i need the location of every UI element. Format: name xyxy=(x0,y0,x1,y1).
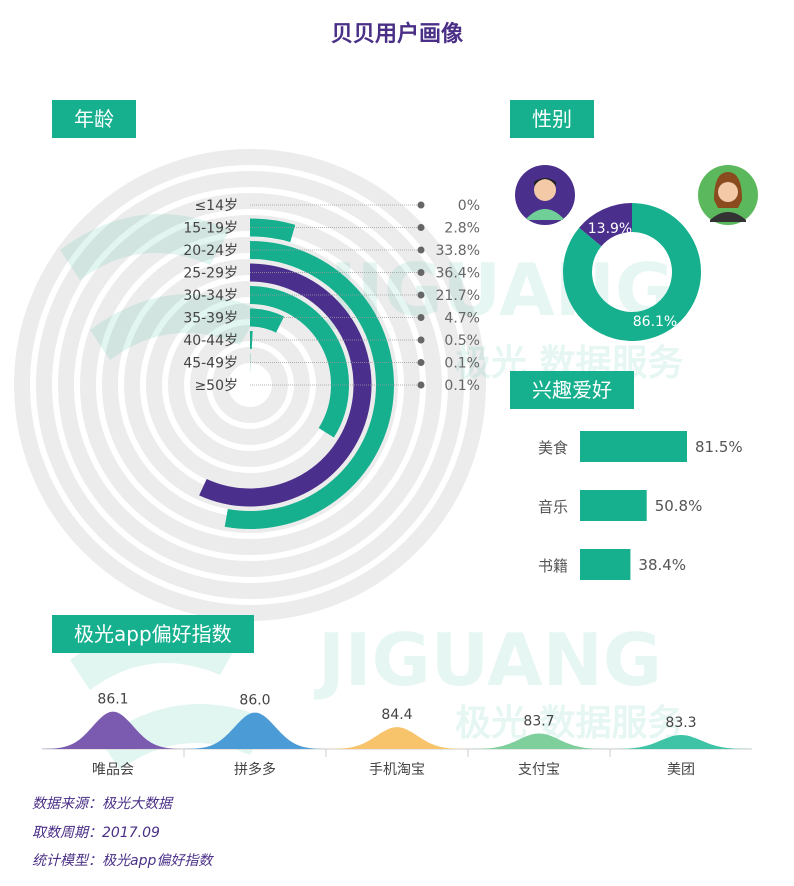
section-title-app-index: 极光app偏好指数 xyxy=(52,615,254,653)
app-category-label: 唯品会 xyxy=(92,762,134,778)
gender-label-female: 86.1% xyxy=(633,314,677,330)
age-value-label: 0% xyxy=(458,198,480,214)
app-value-label: 86.0 xyxy=(239,693,270,709)
app-index-chart: 86.1 唯品会 86.0 拼多多 84.4 手机淘宝 83.7 支付宝 83.3 美团 xyxy=(42,692,752,778)
app-category-label: 美团 xyxy=(667,762,695,778)
watermark-subtitle: 极光 数据服务 xyxy=(455,703,684,744)
age-category-label: 30-34岁 xyxy=(183,288,238,304)
age-category-label: 40-44岁 xyxy=(183,333,238,349)
age-bar xyxy=(249,218,296,243)
interest-value-label: 38.4% xyxy=(638,556,686,574)
app-value-label: 83.7 xyxy=(523,714,554,730)
app-category-label: 支付宝 xyxy=(518,762,560,778)
age-leader-dot xyxy=(417,269,425,276)
age-value-label: 2.8% xyxy=(444,221,480,237)
age-leader-dot xyxy=(417,224,425,231)
age-value-label: 4.7% xyxy=(444,311,480,327)
age-bar xyxy=(199,263,372,507)
app-index-curve xyxy=(610,735,752,749)
age-value-label: 0.5% xyxy=(444,333,480,349)
app-value-label: 84.4 xyxy=(381,707,412,723)
age-leader-dot xyxy=(417,381,425,389)
app-value-label: 86.1 xyxy=(97,692,128,708)
interest-category-label: 书籍 xyxy=(538,557,568,575)
app-value-label: 83.3 xyxy=(665,715,696,731)
age-value-label: 21.7% xyxy=(436,288,480,304)
age-bar xyxy=(249,308,285,333)
age-leader-dot xyxy=(417,336,425,344)
age-category-label: 20-24岁 xyxy=(183,243,238,259)
watermark-brand: JIGUANG xyxy=(313,618,662,702)
interest-bar xyxy=(580,490,647,521)
age-category-label: 35-39岁 xyxy=(183,311,238,327)
age-category-label: ≥50岁 xyxy=(194,378,238,394)
footer-period: 取数周期：2017.09 xyxy=(32,825,160,841)
age-value-label: 36.4% xyxy=(436,266,480,282)
female-avatar-icon xyxy=(698,165,758,225)
app-index-curve xyxy=(184,712,326,749)
age-leader-dot xyxy=(417,314,425,321)
section-title-interest: 兴趣爱好 xyxy=(510,371,634,409)
male-avatar-icon xyxy=(515,165,575,225)
interest-bar-chart: 美食 81.5% 音乐 50.8% 书籍 38.4% xyxy=(538,431,743,580)
app-index-curve xyxy=(42,711,184,749)
interest-category-label: 美食 xyxy=(538,439,568,457)
age-value-label: 0.1% xyxy=(444,378,480,394)
app-category-label: 拼多多 xyxy=(234,761,276,778)
age-bar xyxy=(249,286,349,438)
age-category-label: 15-19岁 xyxy=(183,221,238,237)
gender-slice-female xyxy=(563,203,701,341)
app-index-curve xyxy=(468,733,610,749)
age-category-label: ≤14岁 xyxy=(194,198,238,214)
interest-category-label: 音乐 xyxy=(538,498,568,516)
age-category-label: 45-49岁 xyxy=(183,356,238,372)
age-leader-dot xyxy=(417,291,425,299)
interest-value-label: 50.8% xyxy=(655,497,703,515)
footer-source: 数据来源：极光大数据 xyxy=(32,796,172,812)
interest-value-label: 81.5% xyxy=(695,438,743,456)
age-value-label: 33.8% xyxy=(436,243,480,259)
gender-label-male: 13.9% xyxy=(588,221,632,237)
interest-bar xyxy=(580,431,687,462)
footer-model: 统计模型：极光app偏好指数 xyxy=(32,853,213,869)
gender-donut-chart: 13.9% 86.1% xyxy=(515,165,758,341)
page-title: 贝贝用户画像 xyxy=(330,22,463,47)
interest-bar xyxy=(580,549,631,580)
age-leader-dot xyxy=(417,201,425,209)
age-leader-dot xyxy=(417,246,425,254)
app-category-label: 手机淘宝 xyxy=(369,762,425,778)
age-bar xyxy=(224,241,394,529)
section-title-gender: 性别 xyxy=(510,100,594,138)
age-value-label: 0.1% xyxy=(444,356,480,372)
age-leader-dot xyxy=(417,359,425,366)
age-category-label: 25-29岁 xyxy=(183,266,238,282)
app-index-curve xyxy=(326,727,468,749)
section-title-age: 年龄 xyxy=(52,100,136,138)
gender-slice-male xyxy=(579,203,633,247)
